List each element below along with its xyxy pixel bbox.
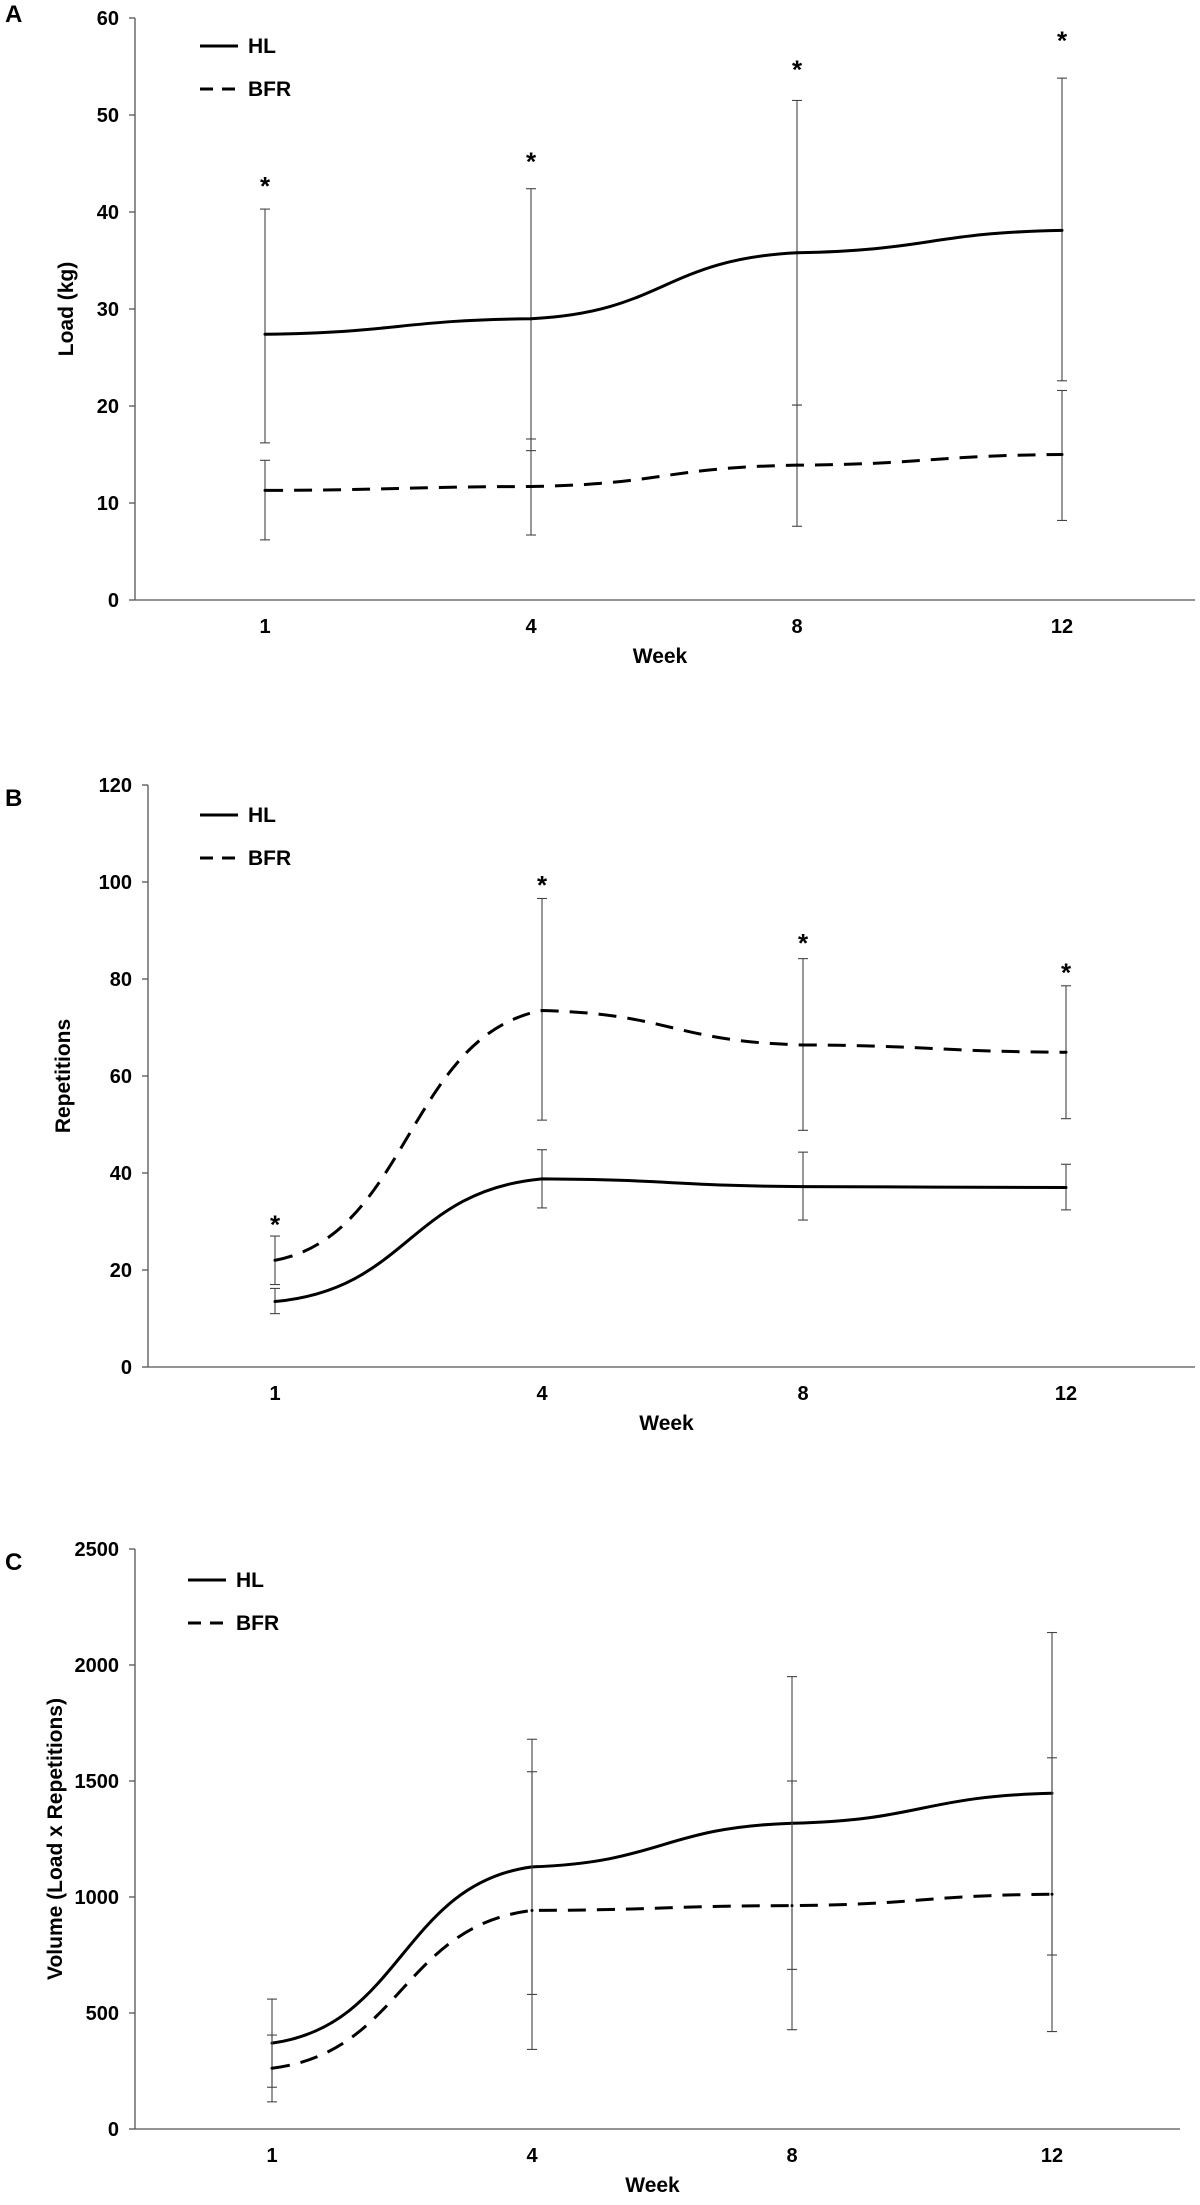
y-tick-label: 40 [97,202,119,224]
series-line-HL [271,1791,1053,2045]
x-tick-label: 4 [526,2145,538,2167]
y-tick-label: 0 [121,1357,132,1379]
panel-label: B [5,785,22,812]
series-HL [270,1149,1071,1315]
series-line-HL [264,228,1063,336]
series-HL [267,1631,1057,2088]
data-point-HL [1060,228,1064,232]
y-tick-label: 0 [108,2119,119,2141]
legend-label-BFR: BFR [236,1612,279,1635]
x-axis-label: Week [625,2174,680,2197]
data-point-HL [801,1185,805,1189]
data-point-BFR [529,485,533,489]
y-axis-label: Volume (Load x Repetitions) [44,1698,67,1980]
x-axis-label: Week [633,645,688,668]
x-tick-label: 8 [797,1383,808,1405]
data-point-BFR [540,1009,544,1013]
significance-star: * [270,1210,281,1240]
y-tick-label: 10 [97,493,119,515]
y-tick-label: 2500 [75,1539,120,1561]
series-BFR [260,389,1067,541]
x-tick-label: 12 [1055,1383,1077,1405]
legend-label-HL: HL [248,35,276,58]
significance-star: * [1061,957,1072,987]
significance-star: * [798,928,809,958]
series-line-HL [274,1177,1067,1304]
chart-A: A 0 10 20 30 40 50 60 1 4 8 12 Week Load (kg) * * * * HL BF… [5,1,1195,668]
x-tick-label: 1 [269,1383,280,1405]
legend-label-HL: HL [236,1569,264,1592]
data-point-BFR [1060,453,1064,456]
significance-star: * [792,55,803,85]
series-BFR [270,897,1071,1286]
data-point-BFR [795,463,799,467]
data-point-HL [795,251,799,255]
chart-B: B 0 20 40 60 80 100 120 1 4 8 12 Week Repetitions * * * *… [5,775,1195,1435]
legend-label-BFR: BFR [248,78,291,101]
x-tick-label: 1 [266,2145,277,2167]
data-point-BFR [530,1908,534,1912]
x-tick-label: 8 [786,2145,797,2167]
data-point-HL [529,317,533,321]
chart-C: C 0 500 1000 1500 2000 2500 1 4 8 12 Week Volume (Lo… [5,1539,1180,2197]
y-tick-label: 120 [99,775,132,797]
significance-star: * [1057,25,1068,55]
significance-star: * [526,147,537,177]
data-point-HL [540,1177,544,1181]
x-tick-label: 1 [259,616,270,638]
data-point-BFR [1064,1050,1068,1054]
data-point-BFR [1050,1892,1054,1896]
series-line-BFR [271,1892,1053,2070]
x-tick-label: 12 [1051,616,1073,638]
y-tick-label: 100 [99,872,132,894]
y-tick-label: 80 [110,969,132,991]
y-tick-label: 20 [97,396,119,418]
y-tick-label: 20 [110,1260,132,1282]
series-line-BFR [264,453,1063,492]
y-tick-label: 40 [110,1163,132,1185]
data-point-HL [263,332,267,336]
series-BFR [267,1757,1057,2103]
y-tick-label: 2000 [75,1655,120,1677]
data-point-BFR [790,1904,794,1908]
legend-label-BFR: BFR [248,847,291,870]
x-tick-label: 4 [536,1383,548,1405]
significance-star: * [260,171,271,201]
y-tick-label: 500 [86,2003,119,2025]
x-tick-label: 12 [1041,2145,1063,2167]
data-point-HL [273,1300,277,1304]
y-tick-label: 60 [97,8,119,30]
series-line-BFR [274,1009,1067,1262]
panel-label: C [5,1549,22,1576]
data-point-BFR [801,1043,805,1047]
y-tick-label: 1500 [75,1771,120,1793]
legend-label-HL: HL [248,804,276,827]
data-point-BFR [270,2066,274,2070]
x-axis-label: Week [639,1412,694,1435]
y-tick-label: 60 [110,1066,132,1088]
y-tick-label: 30 [97,299,119,321]
x-tick-label: 8 [791,616,802,638]
panel-label: A [5,1,22,28]
significance-star: * [537,870,548,900]
series-HL [260,77,1067,452]
data-point-HL [1064,1186,1068,1190]
y-tick-label: 50 [97,105,119,127]
x-tick-label: 4 [525,616,537,638]
y-tick-label: 0 [108,590,119,612]
y-tick-label: 1000 [75,1887,120,1909]
data-point-BFR [263,488,267,492]
y-axis-label: Repetitions [52,1019,75,1133]
y-axis-label: Load (kg) [55,262,78,357]
data-point-BFR [273,1258,277,1262]
